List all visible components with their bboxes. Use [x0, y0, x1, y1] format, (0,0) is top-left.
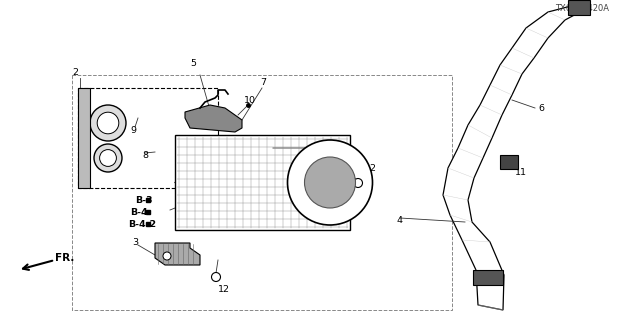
Bar — [78, 88, 90, 188]
Circle shape — [353, 179, 362, 188]
Text: 1: 1 — [332, 148, 338, 156]
Bar — [568, 0, 590, 15]
Text: 7: 7 — [260, 77, 266, 86]
Circle shape — [97, 112, 119, 134]
Text: 11: 11 — [515, 167, 527, 177]
Text: FR.: FR. — [55, 253, 74, 263]
Text: 4: 4 — [396, 215, 402, 225]
Text: TX64B0420A: TX64B0420A — [555, 4, 609, 12]
Circle shape — [211, 273, 221, 282]
Polygon shape — [443, 5, 580, 310]
Text: 2: 2 — [72, 68, 78, 76]
Bar — [500, 155, 518, 169]
Circle shape — [305, 157, 355, 208]
Polygon shape — [155, 243, 200, 265]
Text: 10: 10 — [244, 95, 256, 105]
Text: B-4-2: B-4-2 — [128, 220, 156, 228]
Text: 6: 6 — [538, 103, 544, 113]
Text: 8: 8 — [142, 150, 148, 159]
Bar — [72, 75, 452, 310]
Circle shape — [100, 150, 116, 166]
Circle shape — [347, 178, 357, 188]
Bar — [175, 135, 350, 230]
Text: 3: 3 — [132, 237, 138, 246]
Text: 9: 9 — [130, 125, 136, 134]
Bar — [78, 88, 218, 188]
Circle shape — [90, 105, 126, 141]
Text: 5: 5 — [190, 59, 196, 68]
Text: 12: 12 — [218, 285, 230, 294]
Text: B-3: B-3 — [135, 196, 152, 204]
Circle shape — [94, 144, 122, 172]
Circle shape — [287, 140, 372, 225]
Circle shape — [163, 252, 171, 260]
Bar — [473, 270, 503, 285]
Text: B-4: B-4 — [130, 207, 148, 217]
Polygon shape — [185, 105, 242, 132]
Text: 12: 12 — [365, 164, 377, 172]
